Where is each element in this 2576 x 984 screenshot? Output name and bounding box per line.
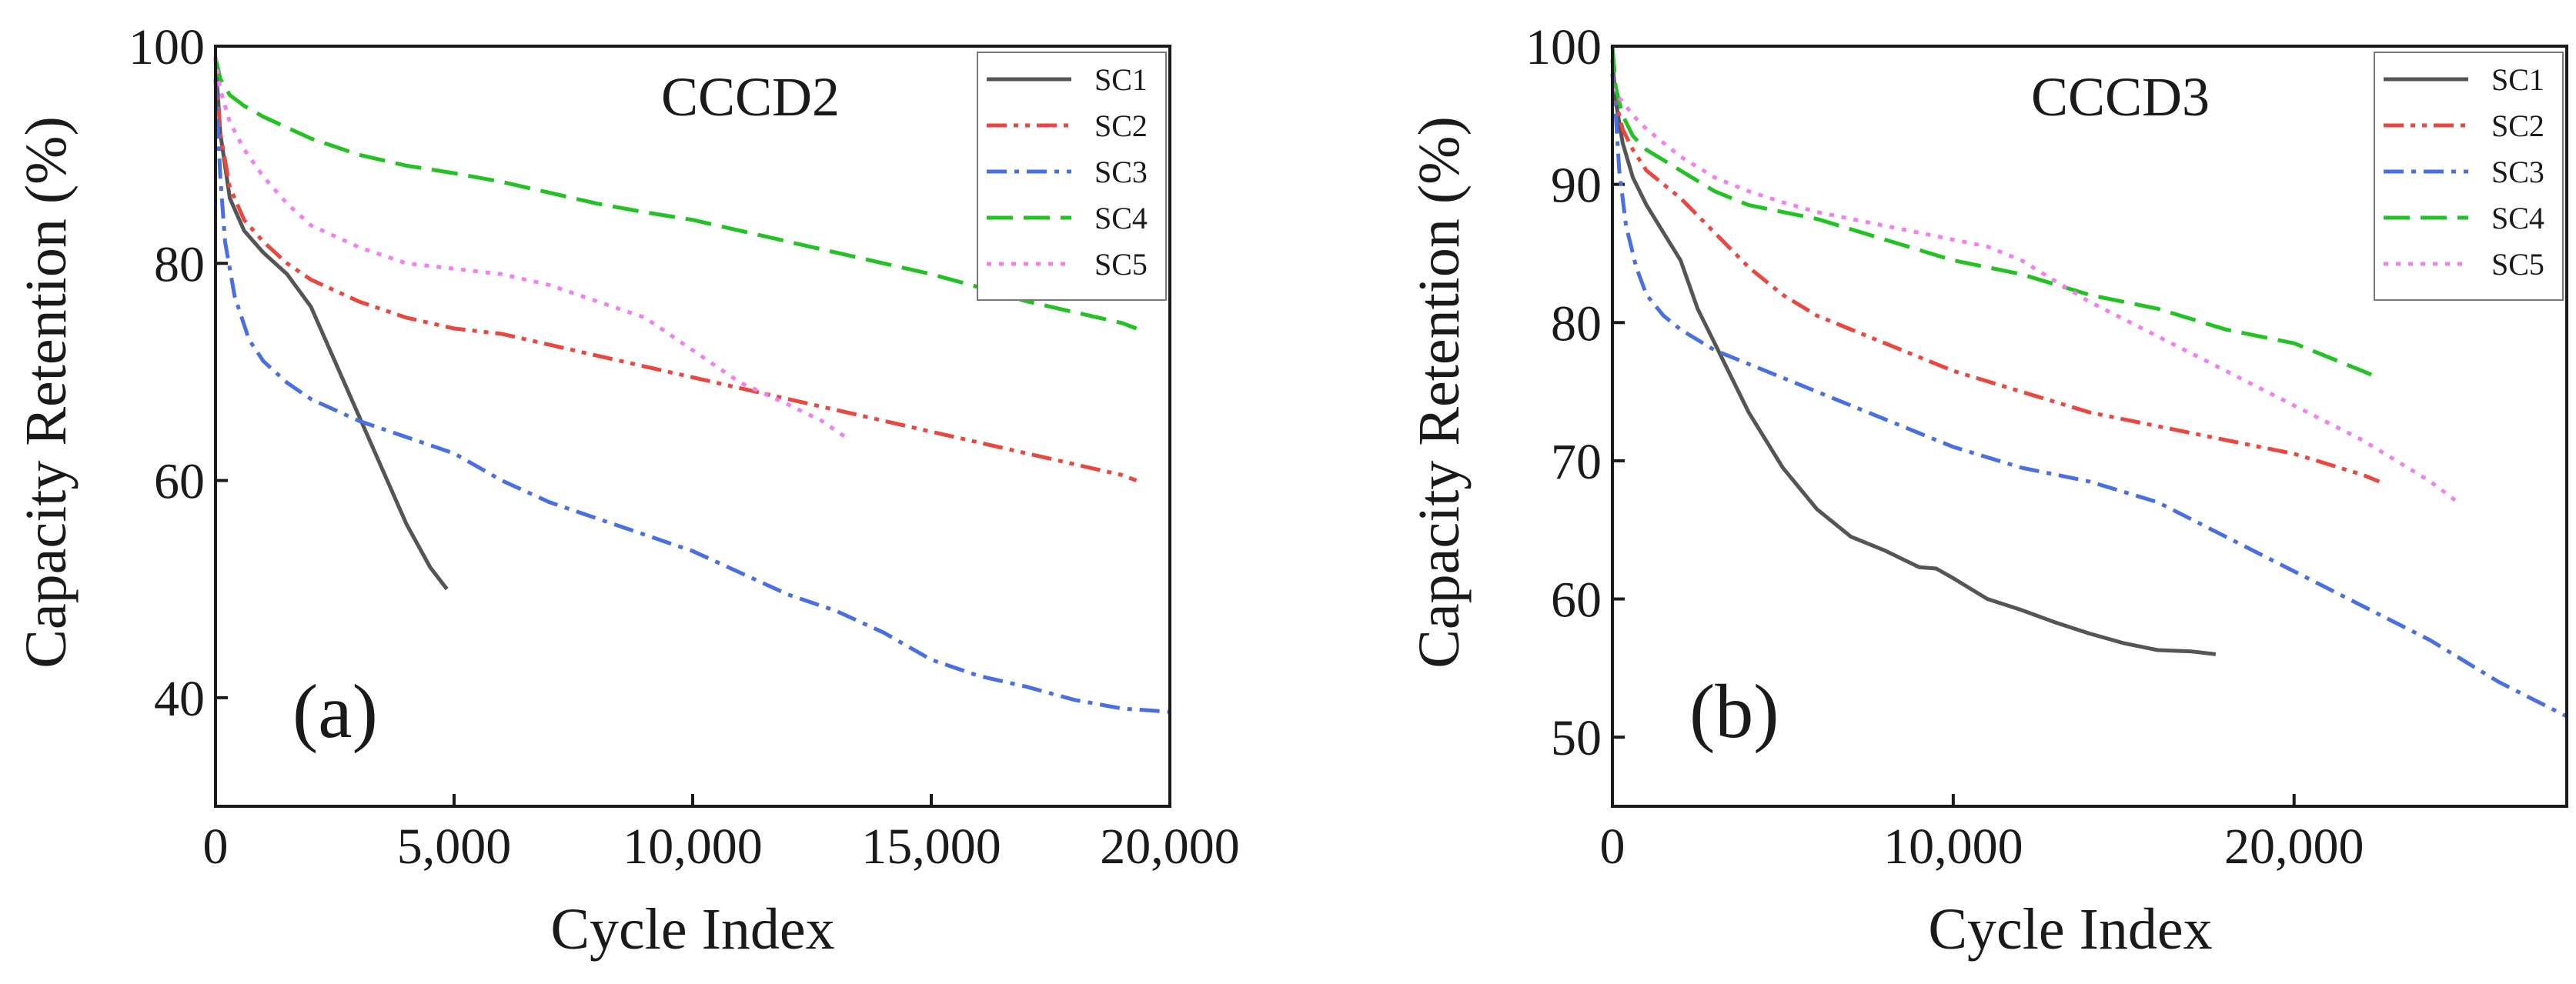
series-line-sc5-b xyxy=(1610,86,2459,504)
y-tick-label-b: 50 xyxy=(1551,710,1602,766)
legend-items-b: SC1 SC2 SC3 SC4 SC5 xyxy=(2384,62,2544,282)
x-axis-title-b: Cycle Index xyxy=(1928,897,2212,962)
y-tick-label-a: 40 xyxy=(154,671,205,727)
legend-label-sc1-b: SC1 xyxy=(2491,62,2544,97)
legend-b: SC1 SC2 SC3 SC4 SC5 xyxy=(2374,52,2564,301)
plot-frame-b xyxy=(1611,45,2568,808)
legend-label-sc5-b: SC5 xyxy=(2491,247,2544,282)
series-line-sc2-a xyxy=(213,56,1138,482)
chart-title-b: CCCD3 xyxy=(2031,66,2210,128)
tick-group-b: 0 10,000 20,000 50 60 70 80 90 100 xyxy=(1525,19,2364,875)
legend-items-a: SC1 SC2 SC3 SC4 SC5 xyxy=(987,62,1148,282)
y-tick-label-b: 60 xyxy=(1551,572,1602,629)
tick-group-a: 0 5,000 10,000 15,000 20,000 40 60 80 100 xyxy=(129,19,1240,875)
legend-box-a xyxy=(977,52,1167,301)
y-tick-label-a: 60 xyxy=(154,454,205,510)
series-line-sc4-b xyxy=(1610,45,2381,380)
x-tick-label-a: 0 xyxy=(203,819,229,875)
legend-a: SC1 SC2 SC3 SC4 SC5 xyxy=(977,52,1167,301)
panel-a-chart: Capacity Retention (%) Cycle Index 0 5,00… xyxy=(14,19,1240,962)
legend-label-sc2-b: SC2 xyxy=(2491,108,2544,143)
plot-frame-a xyxy=(214,45,1171,808)
chart-title-a: CCCD2 xyxy=(661,66,840,128)
x-tick-label-b: 10,000 xyxy=(1883,819,2023,875)
panel-label-b: (b) xyxy=(1689,669,1779,754)
panel-b-chart: Capacity Retention (%) Cycle Index 0 10,0… xyxy=(1407,19,2568,962)
series-line-sc2-b xyxy=(1610,73,2381,484)
y-tick-label-b: 100 xyxy=(1525,19,1602,75)
legend-label-sc3-a: SC3 xyxy=(1094,155,1148,189)
legend-label-sc4-b: SC4 xyxy=(2491,201,2544,235)
legend-label-sc2-a: SC2 xyxy=(1094,108,1148,143)
y-tick-label-b: 90 xyxy=(1551,158,1602,214)
series-line-sc3-b xyxy=(1610,73,2568,719)
series-line-sc1-a xyxy=(213,56,449,591)
legend-box-b xyxy=(2374,52,2564,301)
x-tick-label-a: 10,000 xyxy=(623,819,763,875)
legend-label-sc4-a: SC4 xyxy=(1094,201,1148,235)
y-axis-title-b: Capacity Retention (%) xyxy=(1407,116,1472,669)
y-tick-label-a: 100 xyxy=(129,19,205,75)
series-line-sc1-b xyxy=(1610,59,2217,656)
y-tick-label-b: 70 xyxy=(1551,434,1602,490)
y-tick-label-b: 80 xyxy=(1551,295,1602,352)
x-tick-label-a: 20,000 xyxy=(1100,819,1240,875)
x-tick-label-b: 20,000 xyxy=(2224,819,2364,875)
y-axis-title-a: Capacity Retention (%) xyxy=(14,116,79,669)
x-tick-label-a: 15,000 xyxy=(861,819,1001,875)
series-group-b xyxy=(1610,45,2568,719)
x-tick-label-b: 0 xyxy=(1600,819,1625,875)
series-line-sc3-a xyxy=(213,78,1171,714)
panel-label-a: (a) xyxy=(292,669,378,754)
x-axis-title-a: Cycle Index xyxy=(550,897,834,962)
legend-label-sc5-a: SC5 xyxy=(1094,247,1148,282)
legend-label-sc1-a: SC1 xyxy=(1094,62,1148,97)
x-tick-label-a: 5,000 xyxy=(397,819,512,875)
y-tick-label-a: 80 xyxy=(154,236,205,292)
legend-label-sc3-b: SC3 xyxy=(2491,155,2544,189)
